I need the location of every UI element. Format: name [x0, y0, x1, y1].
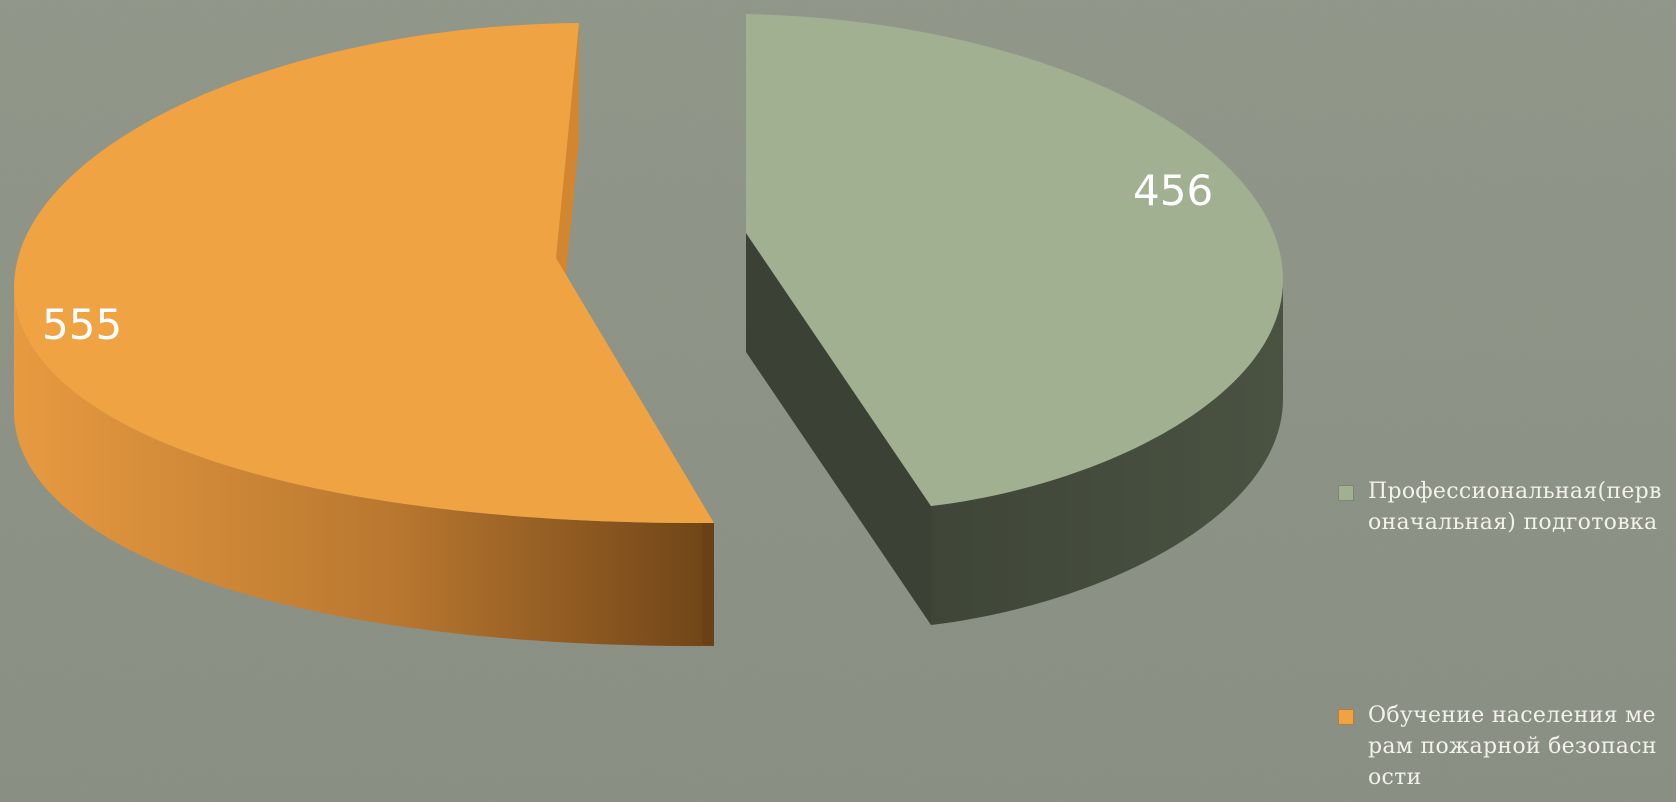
pie-slice-professional-top [746, 14, 1283, 506]
pie-slice-public-training-side-front [702, 521, 714, 646]
data-label-professional: 456 [1133, 166, 1213, 215]
legend-item-professional: Профессиональная(первоначальная) подгото… [1338, 476, 1674, 538]
pie-slice-public-training-top [14, 23, 714, 524]
pie-slice-public-training [14, 23, 714, 647]
legend-item-public-training: Обучение населения мерам пожарной безопа… [1338, 700, 1674, 793]
legend-label-public-training: Обучение населения мерам пожарной безопа… [1368, 703, 1657, 790]
data-label-public-training: 555 [42, 300, 122, 349]
legend-label-professional: Профессиональная(первоначальная) подгото… [1368, 479, 1662, 535]
pie-slice-professional [746, 14, 1283, 625]
pie-slice-professional-side-inner [746, 233, 931, 625]
legend-swatch-public-training [1338, 709, 1354, 725]
pie-slice-professional-side-outer [931, 280, 1283, 625]
pie-slice-public-training-side-outer [14, 288, 714, 647]
legend-swatch-professional [1338, 485, 1354, 501]
